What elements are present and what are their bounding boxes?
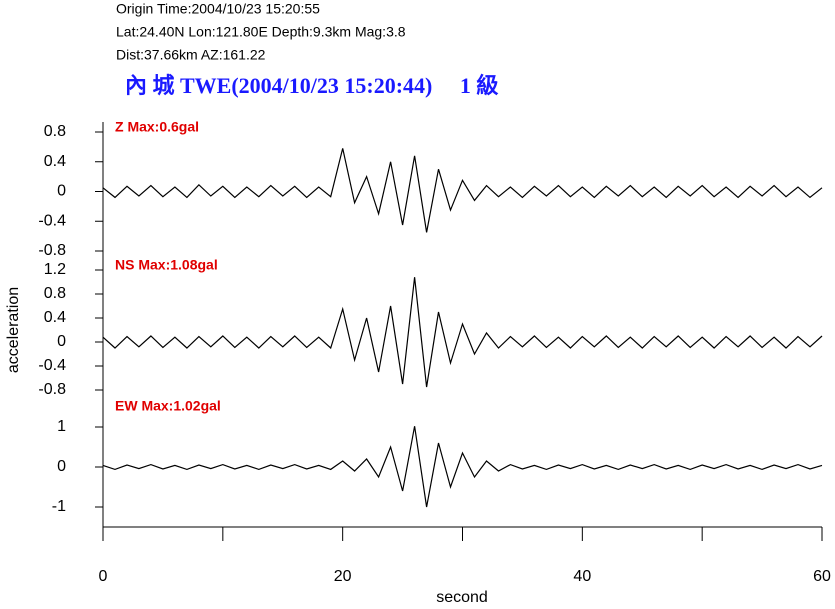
panel-label: NS Max:1.08gal	[115, 257, 218, 273]
header-line: Lat:24.40N Lon:121.80E Depth:9.3km Mag:3…	[116, 24, 406, 40]
y-axis-label: acceleration	[5, 287, 22, 373]
y-tick-label: 1	[57, 418, 66, 435]
panel-label: EW Max:1.02gal	[115, 398, 221, 414]
y-tick-label: 0	[57, 183, 66, 200]
chart-title: 內 城 TWE(2004/10/23 15:20:44) 1 級	[125, 73, 498, 98]
x-axis-label: second	[436, 589, 488, 606]
y-tick-label: 0	[57, 458, 66, 475]
x-tick-label: 60	[813, 568, 831, 585]
y-tick-label: -0.4	[38, 212, 66, 229]
y-tick-label: 0.4	[44, 309, 66, 326]
panel-label: Z Max:0.6gal	[115, 119, 199, 135]
y-tick-label: -0.4	[38, 357, 66, 374]
y-tick-label: 0.8	[44, 123, 66, 140]
y-tick-label: 0	[57, 333, 66, 350]
y-tick-label: 1.2	[44, 261, 66, 278]
y-tick-label: 0.4	[44, 153, 66, 170]
x-tick-label: 0	[99, 568, 108, 585]
waveform	[102, 277, 823, 388]
y-tick-label: -1	[52, 498, 66, 515]
y-tick-label: -0.8	[38, 242, 66, 259]
y-tick-label: 0.8	[44, 285, 66, 302]
header-line: Origin Time:2004/10/23 15:20:55	[116, 1, 320, 17]
header-line: Dist:37.66km AZ:161.22	[116, 47, 266, 63]
x-tick-label: 20	[334, 568, 352, 585]
x-tick-label: 40	[573, 568, 591, 585]
waveform	[102, 148, 823, 233]
waveform	[102, 426, 823, 508]
y-tick-label: -0.8	[38, 381, 66, 398]
